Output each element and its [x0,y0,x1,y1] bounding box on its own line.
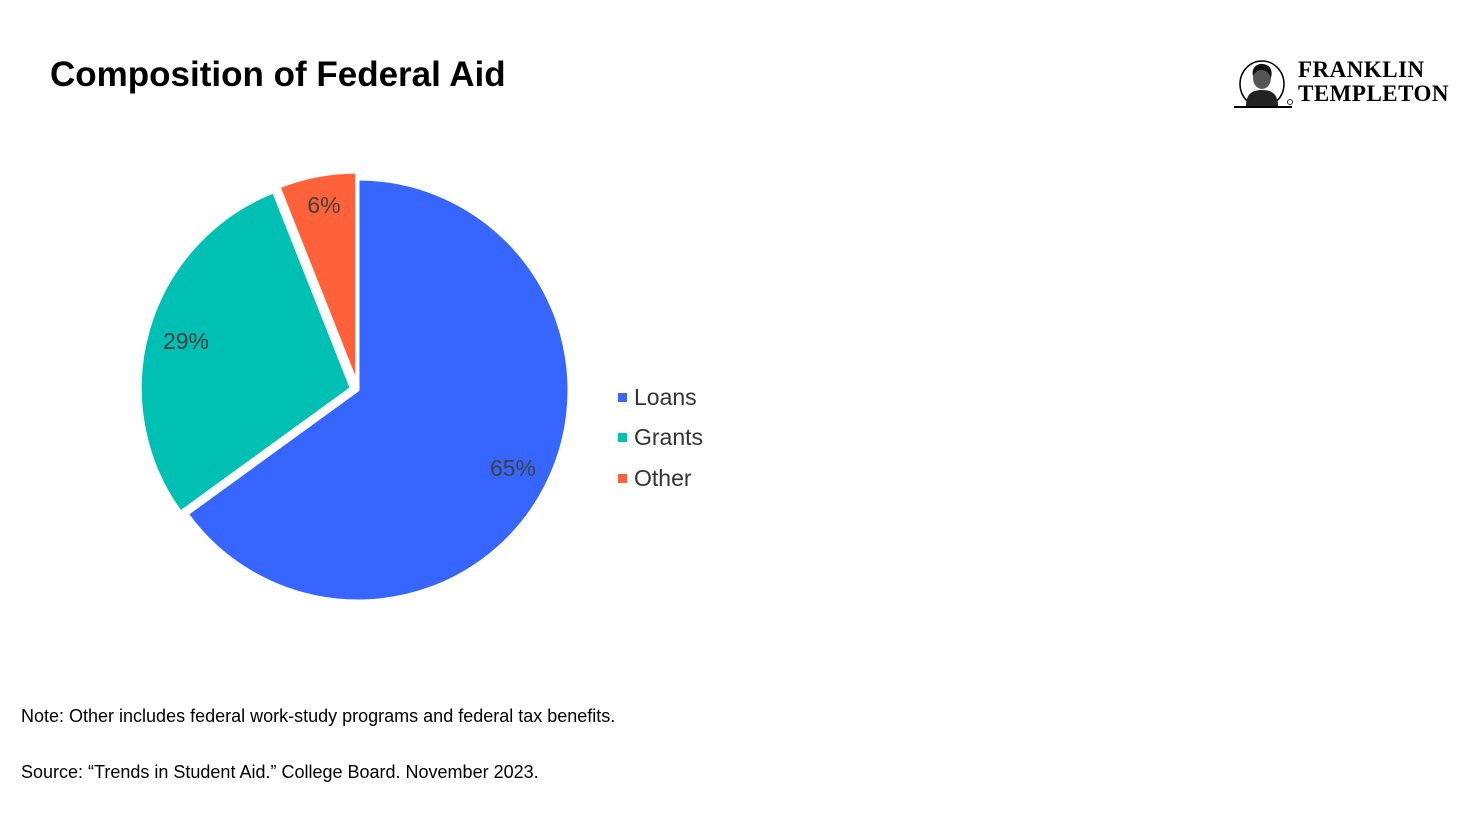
legend-item-other: Other [618,458,703,499]
logo-line-franklin: FRANKLIN [1298,57,1425,82]
data-label-loans: 65% [490,455,536,481]
footnote-source: Source: “Trends in Student Aid.” College… [21,762,539,782]
pie-chart: 65% 29% 6% [138,170,571,603]
benjamin-franklin-portrait-icon [1234,60,1293,108]
legend-swatch-loans [618,392,627,402]
legend-label-loans: Loans [634,383,697,410]
pie-slice-other [277,170,359,385]
legend-item-grants: Grants [618,418,703,459]
franklin-templeton-logo: FRANKLIN TEMPLETON [1232,58,1472,112]
legend-swatch-grants [618,433,627,443]
data-label-grants: 29% [163,328,209,354]
footnote-note: Note: Other includes federal work-study … [21,706,616,726]
legend-item-loans: Loans [618,377,703,418]
legend-label-grants: Grants [634,424,704,451]
data-label-other: 6% [307,192,340,218]
pie-slice-loans [185,177,571,603]
pie-slice-grants [138,190,353,514]
legend-swatch-other [618,473,627,483]
chart-legend: Loans Grants Other [618,377,703,499]
logo-line-templeton: TEMPLETON [1298,81,1450,106]
legend-label-other: Other [634,464,692,491]
chart-title: Composition of Federal Aid [50,55,506,94]
